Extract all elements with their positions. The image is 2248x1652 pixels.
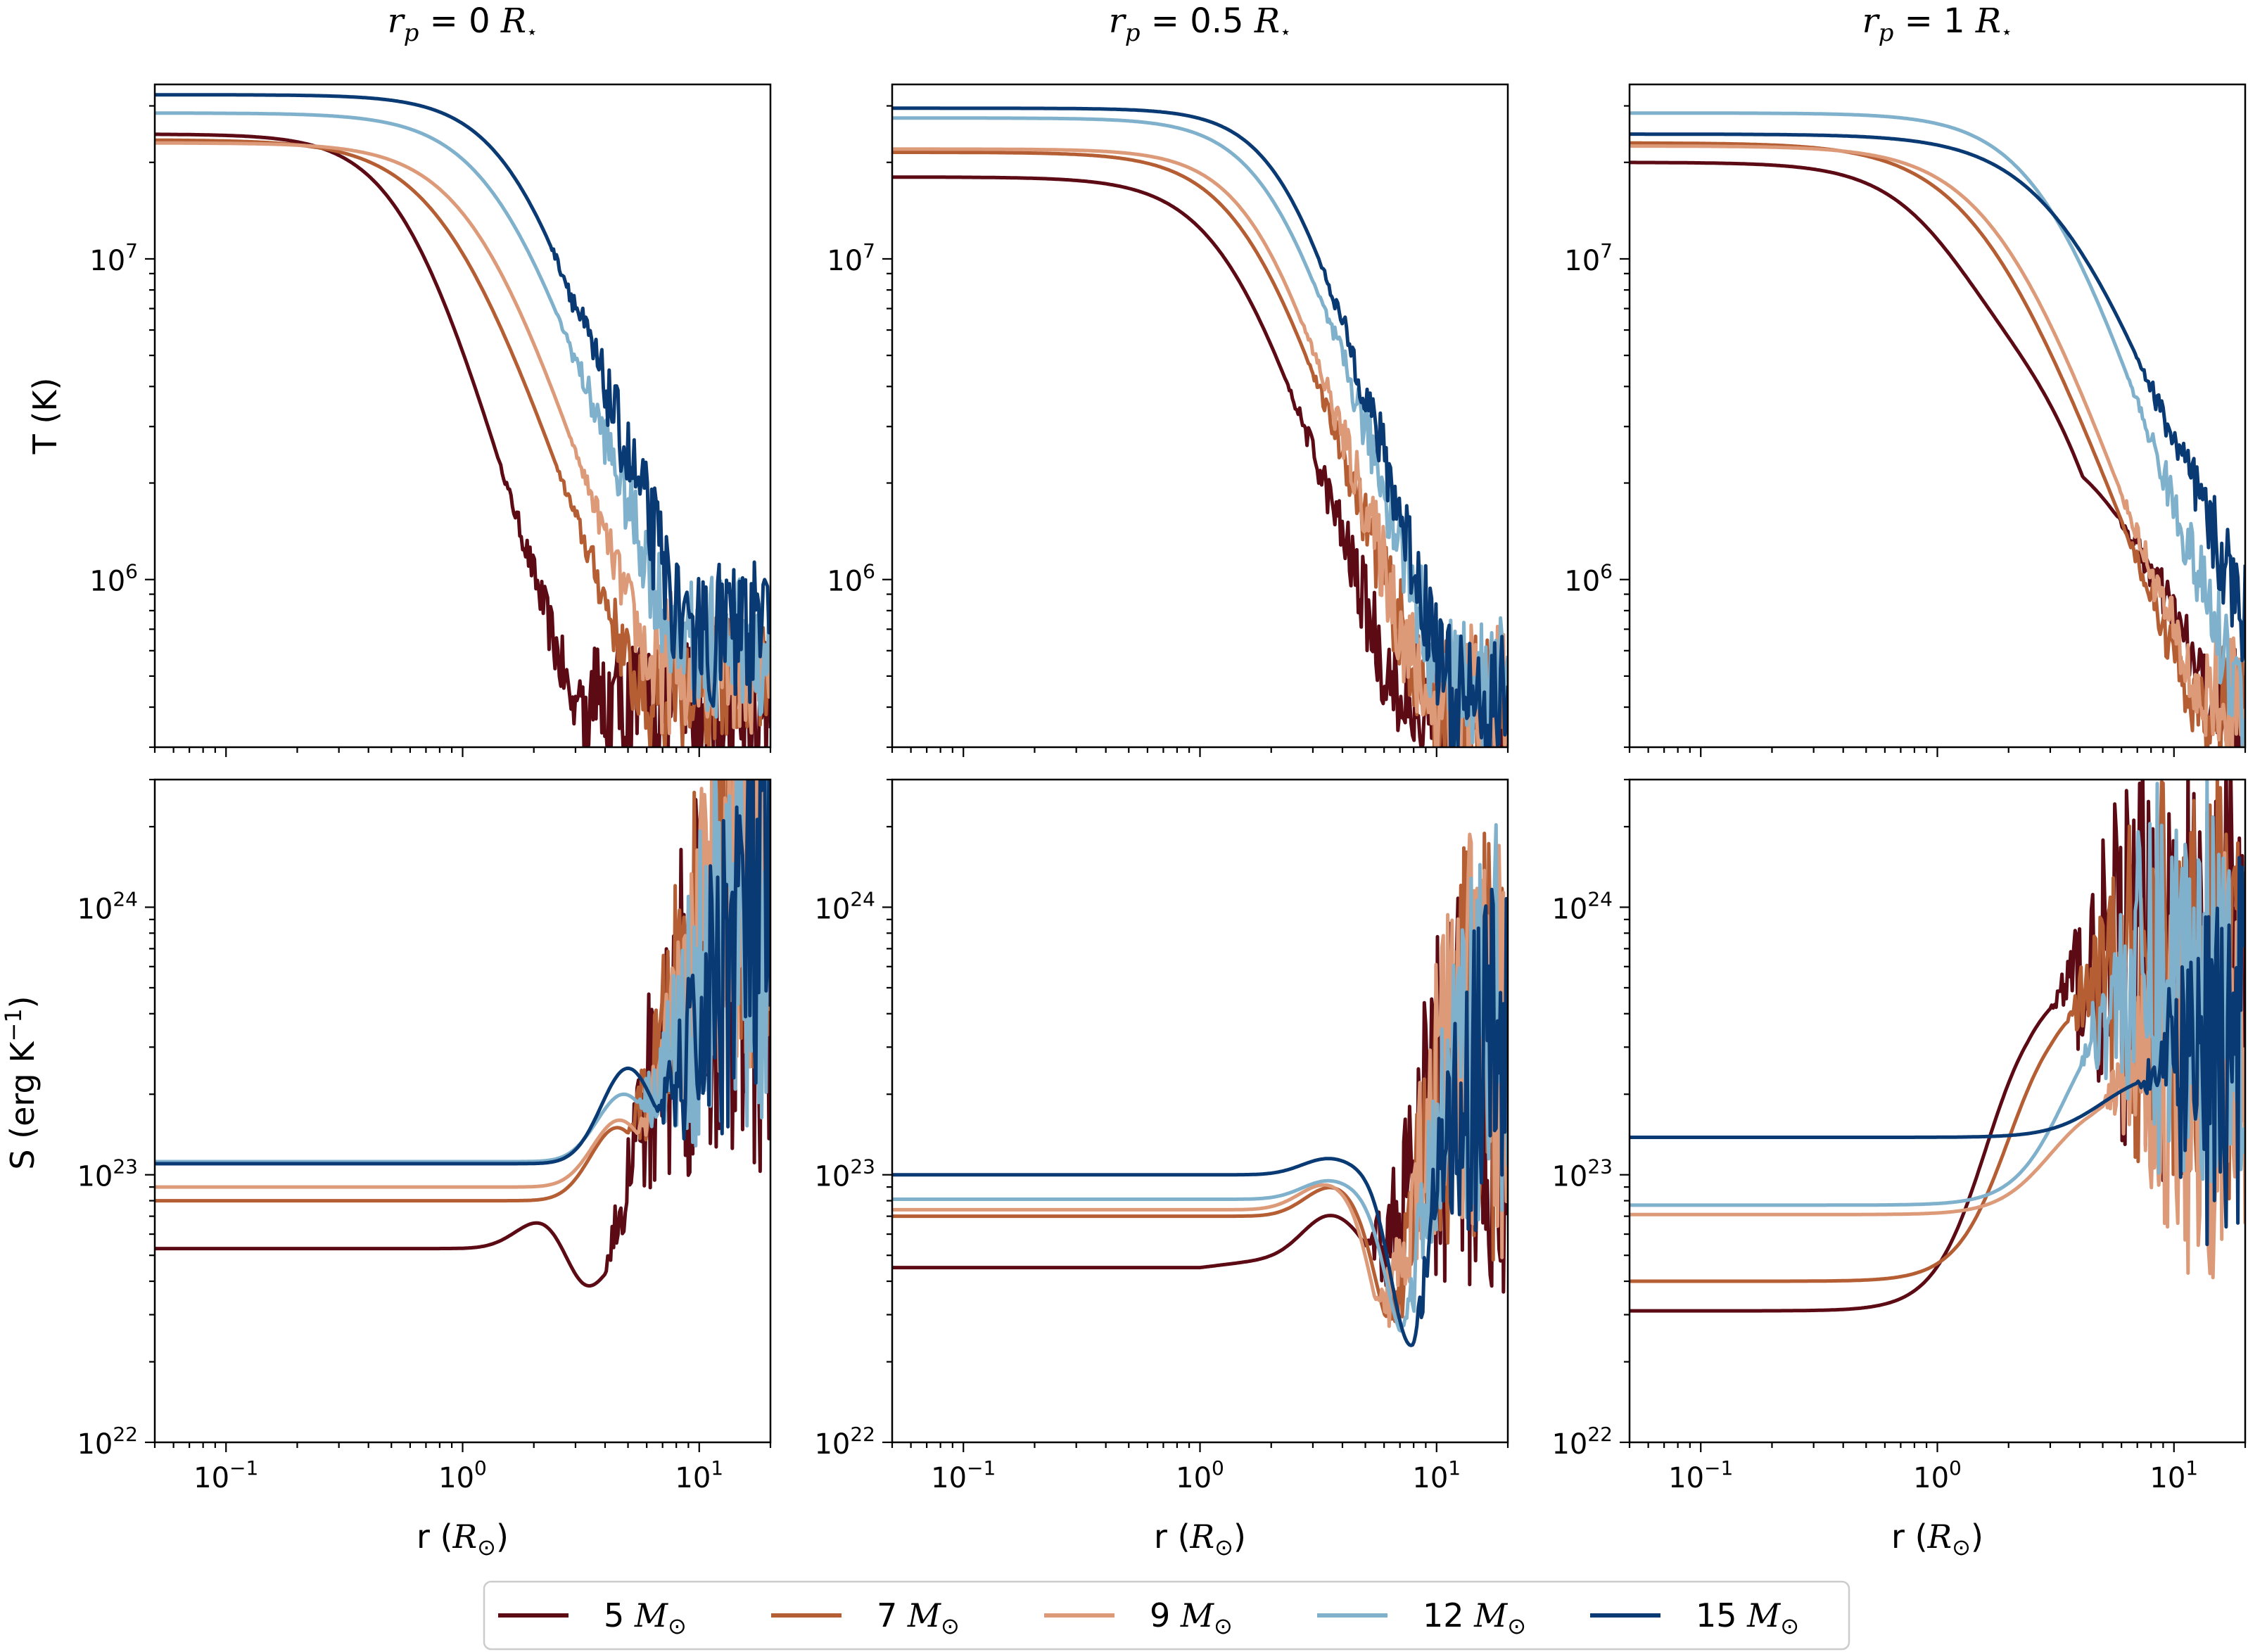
x-tick-label: 10−1	[193, 1456, 258, 1494]
x-axis-label: r (R⊙)	[1891, 1518, 1983, 1561]
series-line-15msun-s-col1	[155, 780, 770, 1166]
series-line-12msun-s-col3	[1630, 780, 2245, 1207]
legend-label-7msun: 7 M⊙	[877, 1596, 960, 1639]
series-line-7msun-s-col1	[155, 780, 770, 1203]
panel-t-col2: 106 107 rp = 0.5 R⋆	[827, 1, 1509, 757]
y-tick-label: 106	[1564, 560, 1613, 598]
series-line-9msun-t-col3	[1630, 144, 2245, 747]
series-line-5msun-t-col1	[155, 132, 770, 747]
x-tick-label: 100	[1913, 1456, 1962, 1494]
axes-frame	[1628, 83, 2247, 749]
y-tick-label: 1022	[77, 1423, 138, 1461]
column-title: rp = 0 R⋆	[388, 1, 538, 47]
series-line-9msun-s-col2	[892, 832, 1508, 1328]
x-tick-label: 101	[675, 1456, 723, 1494]
series-line-5msun-t-col3	[1630, 160, 2245, 747]
x-axis-label: r (R⊙)	[1154, 1518, 1246, 1561]
series-line-5msun-s-col2	[892, 896, 1508, 1308]
series-line-7msun-t-col3	[1630, 141, 2245, 747]
legend-label-5msun: 5 M⊙	[604, 1596, 687, 1639]
y-tick-label: 106	[89, 560, 138, 598]
series-line-15msun-t-col3	[1630, 132, 2245, 663]
legend: 5 M⊙ 7 M⊙ 9 M⊙ 12 M⊙ 15 M⊙	[483, 1580, 1850, 1651]
x-tick-label: 10−1	[1668, 1456, 1733, 1494]
x-tick-label: 101	[2149, 1456, 2198, 1494]
series-line-15msun-s-col2	[892, 887, 1508, 1347]
series-line-5msun-s-col3	[1630, 780, 2245, 1313]
column-title: rp = 0.5 R⋆	[1109, 1, 1291, 47]
y-tick-label: 1023	[814, 1155, 875, 1193]
series-line-12msun-s-col1	[155, 780, 770, 1164]
legend-label-15msun: 15 M⊙	[1696, 1596, 1799, 1639]
series-line-15msun-t-col2	[892, 106, 1508, 747]
panel-s-col2: 1022 1023 1024 10−1 100 101 r (R⊙)	[814, 778, 1509, 1561]
panel-s-col1: 1022 1023 1024 10−1 100 101 r (R⊙)	[77, 778, 772, 1561]
series-line-12msun-s-col2	[892, 822, 1508, 1333]
series-line-5msun-t-col2	[892, 175, 1508, 747]
series-line-15msun-s-col3	[1630, 856, 2245, 1247]
panel-t-col1: 106 107 rp = 0 R⋆	[89, 1, 772, 757]
y-axis-label-temperature: T (K)	[26, 378, 64, 455]
panel-t-col3: 106 107 rp = 1 R⋆	[1564, 1, 2247, 757]
panel-s-col3: 1022 1023 1024 10−1 100 101 r (R⊙)	[1551, 778, 2247, 1561]
y-tick-label: 1023	[1551, 1155, 1613, 1193]
y-tick-label: 1024	[1551, 887, 1613, 925]
axes-frame	[891, 778, 1509, 1444]
y-tick-label: 107	[1564, 239, 1613, 277]
x-tick-label: 100	[438, 1456, 487, 1494]
series-line-7msun-s-col2	[892, 832, 1508, 1323]
x-axis-label: r (R⊙)	[417, 1518, 509, 1561]
series-line-12msun-t-col3	[1630, 111, 2245, 747]
y-tick-label: 107	[89, 239, 138, 277]
y-tick-label: 1022	[1551, 1423, 1613, 1461]
x-tick-label: 100	[1176, 1456, 1224, 1494]
legend-box	[483, 1580, 1850, 1651]
y-tick-label: 1022	[814, 1423, 875, 1461]
column-title: rp = 1 R⋆	[1862, 1, 2013, 47]
series-line-12msun-t-col1	[155, 111, 770, 719]
y-tick-label: 1024	[814, 887, 875, 925]
y-axis-label-entropy: S (erg K−1)	[0, 996, 42, 1169]
y-tick-label: 1023	[77, 1155, 138, 1193]
y-tick-label: 106	[827, 560, 875, 598]
legend-label-12msun: 12 M⊙	[1423, 1596, 1526, 1639]
series-line-9msun-t-col2	[892, 147, 1508, 747]
x-tick-label: 10−1	[931, 1456, 996, 1494]
y-tick-label: 107	[827, 239, 875, 277]
series-line-15msun-t-col1	[155, 93, 770, 708]
y-tick-label: 1024	[77, 887, 138, 925]
x-tick-label: 101	[1412, 1456, 1461, 1494]
legend-label-9msun: 9 M⊙	[1150, 1596, 1233, 1639]
